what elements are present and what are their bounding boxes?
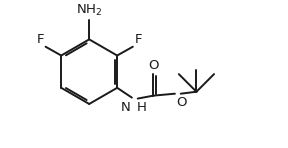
Text: H: H bbox=[137, 100, 147, 114]
Text: F: F bbox=[134, 33, 142, 46]
Text: O: O bbox=[148, 59, 159, 72]
Text: F: F bbox=[37, 33, 44, 46]
Text: NH$_2$: NH$_2$ bbox=[76, 3, 103, 18]
Text: N: N bbox=[121, 100, 131, 114]
Text: O: O bbox=[176, 96, 186, 109]
